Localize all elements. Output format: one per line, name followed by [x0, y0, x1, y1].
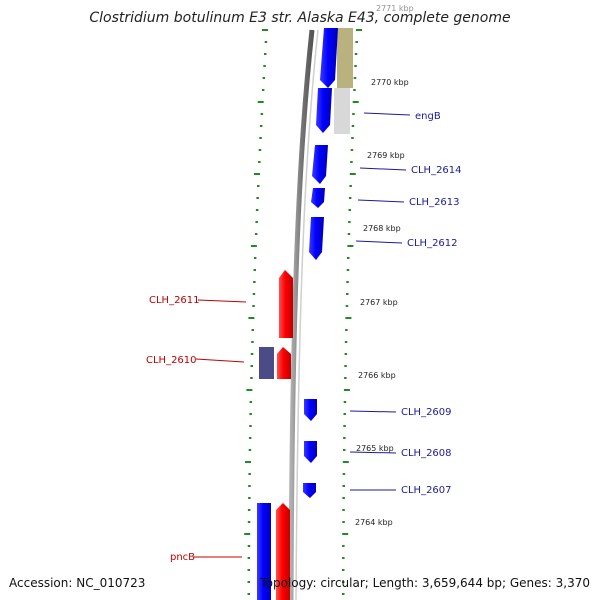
- gene-label-clh2609: CLH_2609: [401, 407, 452, 418]
- gene-arrow-clh2607: [303, 483, 316, 498]
- leader-line-clh2613: [357, 199, 405, 203]
- kbp-marker: 2766 kbp: [358, 371, 396, 380]
- kbp-marker: 2764 kbp: [355, 518, 393, 527]
- leader-line-engB: [363, 112, 411, 116]
- leader-line-clh2608: [349, 451, 397, 454]
- backbone-outer-line: [295, 29, 319, 600]
- gene-arrow-clh2609: [304, 399, 317, 421]
- gene-arrow-engB: [316, 88, 332, 133]
- gene-arrow-clh2612: [309, 217, 324, 260]
- kbp-marker: 2769 kbp: [367, 151, 405, 160]
- gene-label-clh2614: CLH_2614: [411, 165, 462, 176]
- accession-text: Accession: NC_010723: [9, 576, 146, 590]
- gene-arrow-pncB: [276, 503, 290, 600]
- feature-block-clh2610: [259, 347, 274, 379]
- leader-line-clh2609: [349, 410, 397, 413]
- gene-bar-pncB-forward: [257, 503, 271, 600]
- gene-label-clh2613: CLH_2613: [409, 197, 460, 208]
- gene-arrow-clh2614: [312, 145, 328, 184]
- outer-tick-ring: [244, 29, 268, 595]
- topology-text: Topology: circular; Length: 3,659,644 bp…: [260, 576, 590, 590]
- gene-track-reverse: [276, 270, 293, 600]
- kbp-marker: 2767 kbp: [360, 298, 398, 307]
- leader-line-clh2614: [359, 167, 407, 171]
- leader-line-clh2612: [355, 240, 403, 244]
- gene-label-clh2611: CLH_2611: [149, 295, 200, 306]
- leader-line-clh2611: [197, 299, 247, 303]
- gene-label-clh2607: CLH_2607: [401, 485, 452, 496]
- gene-label-clh2612: CLH_2612: [407, 238, 458, 249]
- gene-label-pncB: pncB: [170, 552, 195, 563]
- gene-arrow-clh2613: [311, 188, 325, 208]
- gene-label-engB: engB: [415, 111, 441, 122]
- gene-label-clh2610: CLH_2610: [146, 355, 197, 366]
- backbone-arc: [288, 29, 315, 600]
- gene-arrow-clh2610: [277, 347, 291, 379]
- gene-arrow-clh2608: [304, 441, 317, 463]
- gene-arrow-top: [320, 28, 338, 88]
- leader-line-clh2610: [195, 358, 245, 363]
- gene-label-clh2608: CLH_2608: [401, 448, 452, 459]
- kbp-marker: 2771 kbp: [376, 4, 414, 13]
- gene-track-forward: [257, 28, 338, 600]
- kbp-marker: 2768 kbp: [363, 224, 401, 233]
- inner-tick-ring: [342, 29, 362, 595]
- cds-track-segment: [337, 28, 353, 88]
- map-title: Clostridium botulinum E3 str. Alaska E43…: [89, 10, 511, 26]
- cds-track-segment-light: [334, 88, 350, 134]
- kbp-marker: 2770 kbp: [371, 78, 409, 87]
- gene-arrow-clh2611: [279, 270, 293, 338]
- kbp-marker: 2765 kbp: [356, 444, 394, 453]
